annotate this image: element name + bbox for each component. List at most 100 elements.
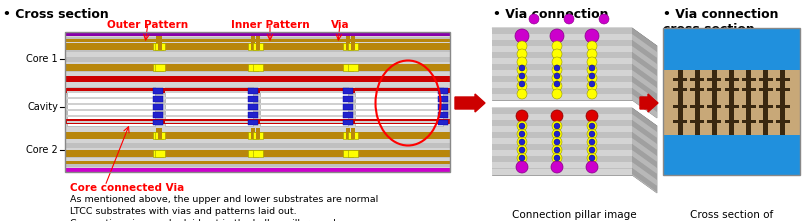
Bar	[65, 110, 450, 115]
Circle shape	[552, 137, 562, 147]
Bar	[492, 94, 632, 100]
Circle shape	[587, 89, 597, 99]
Bar	[67, 87, 155, 126]
Circle shape	[586, 110, 598, 122]
Bar	[355, 121, 443, 123]
Circle shape	[587, 49, 597, 59]
Circle shape	[519, 123, 525, 129]
Polygon shape	[632, 58, 657, 82]
Polygon shape	[632, 88, 657, 112]
Circle shape	[552, 145, 562, 155]
Bar	[256, 36, 260, 50]
Bar	[708, 120, 721, 123]
Bar	[65, 119, 450, 124]
Bar	[248, 150, 258, 157]
Bar	[724, 88, 738, 91]
Bar	[492, 150, 632, 156]
Bar	[708, 78, 721, 81]
Bar	[65, 64, 450, 71]
Bar	[67, 121, 155, 123]
Bar	[65, 37, 450, 42]
Bar	[65, 150, 450, 157]
Bar	[65, 163, 450, 168]
Bar	[165, 121, 253, 123]
Bar	[343, 88, 353, 94]
Bar	[492, 169, 632, 175]
Polygon shape	[632, 108, 657, 193]
Circle shape	[519, 65, 525, 71]
Bar	[343, 96, 353, 102]
Bar	[492, 88, 632, 94]
Bar	[438, 120, 448, 125]
Polygon shape	[632, 114, 657, 138]
Bar	[156, 128, 160, 139]
Bar	[355, 109, 443, 111]
Bar	[673, 88, 687, 91]
Circle shape	[587, 65, 597, 75]
Bar	[155, 64, 165, 71]
Bar	[780, 70, 786, 135]
Bar	[690, 88, 704, 91]
Bar	[65, 90, 450, 95]
Bar	[492, 82, 632, 88]
Bar	[153, 120, 163, 125]
Bar	[153, 104, 163, 110]
Text: Connection pillar image: Connection pillar image	[512, 210, 636, 220]
Bar	[67, 109, 155, 111]
Bar	[492, 132, 632, 138]
Bar	[65, 52, 450, 57]
Bar	[248, 132, 258, 139]
Bar	[155, 43, 165, 50]
Bar	[438, 96, 448, 102]
Bar	[153, 96, 163, 102]
Bar	[165, 97, 253, 99]
Bar	[492, 70, 632, 76]
Bar	[712, 70, 717, 135]
Bar	[165, 109, 253, 111]
Polygon shape	[632, 162, 657, 186]
Bar	[343, 112, 353, 118]
Bar	[492, 114, 632, 120]
Polygon shape	[492, 108, 657, 126]
Circle shape	[587, 57, 597, 67]
Circle shape	[587, 129, 597, 139]
Text: As mentioned above, the upper and lower substrates are normal
LTCC substrates wi: As mentioned above, the upper and lower …	[70, 195, 378, 221]
Circle shape	[589, 65, 595, 71]
Bar	[759, 88, 773, 91]
Circle shape	[554, 73, 560, 79]
Circle shape	[554, 147, 560, 153]
Bar	[248, 120, 258, 125]
Text: Via: Via	[331, 20, 349, 30]
Bar	[343, 132, 353, 139]
Bar	[492, 28, 632, 34]
Circle shape	[554, 139, 560, 145]
Bar	[492, 108, 632, 114]
Bar	[343, 43, 353, 50]
Text: Inner Pattern: Inner Pattern	[231, 20, 309, 30]
Circle shape	[554, 123, 560, 129]
Bar	[165, 115, 253, 117]
Bar	[153, 88, 163, 94]
Bar	[153, 64, 163, 71]
Bar	[260, 109, 348, 111]
Bar	[346, 128, 350, 139]
Bar	[746, 70, 751, 135]
Bar	[690, 120, 704, 123]
Bar	[165, 103, 253, 105]
Bar	[741, 78, 756, 81]
Bar	[348, 132, 358, 139]
Bar	[251, 36, 255, 50]
Bar	[165, 87, 253, 126]
Polygon shape	[632, 28, 657, 118]
Bar	[663, 28, 800, 175]
Bar	[65, 158, 450, 163]
Bar	[492, 28, 632, 100]
Polygon shape	[632, 28, 657, 52]
Bar	[65, 72, 450, 77]
Bar	[492, 76, 632, 82]
Circle shape	[554, 131, 560, 137]
Bar	[741, 120, 756, 123]
Bar	[65, 39, 450, 42]
Bar	[355, 115, 443, 117]
Circle shape	[519, 147, 525, 153]
